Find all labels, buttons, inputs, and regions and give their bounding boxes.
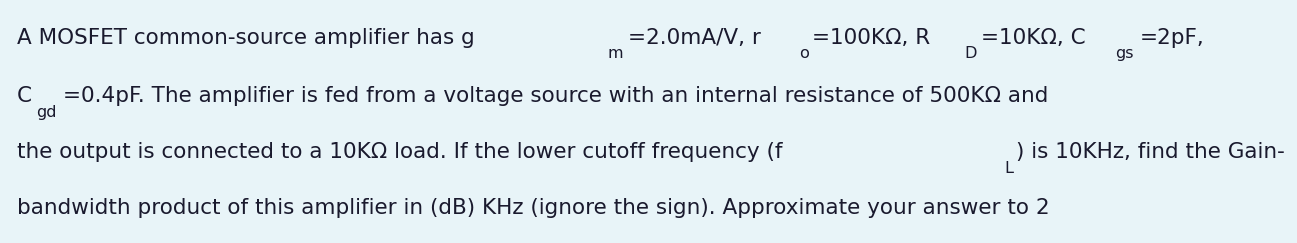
Text: =100KΩ, R: =100KΩ, R (812, 28, 930, 48)
Text: L: L (1005, 161, 1013, 175)
Text: o: o (799, 46, 809, 61)
Text: =2pF,: =2pF, (1140, 28, 1204, 48)
Text: bandwidth product of this amplifier in (dB) KHz (ignore the sign). Approximate y: bandwidth product of this amplifier in (… (17, 198, 1049, 218)
Text: gd: gd (36, 105, 57, 120)
Text: m: m (607, 46, 623, 61)
Text: C: C (17, 86, 32, 106)
Text: gs: gs (1115, 46, 1134, 61)
Text: ) is 10KHz, find the Gain-: ) is 10KHz, find the Gain- (1017, 142, 1285, 162)
Text: D: D (965, 46, 977, 61)
Text: A MOSFET common-source amplifier has g: A MOSFET common-source amplifier has g (17, 28, 475, 48)
Text: =10KΩ, C: =10KΩ, C (981, 28, 1086, 48)
Text: =0.4pF. The amplifier is fed from a voltage source with an internal resistance o: =0.4pF. The amplifier is fed from a volt… (62, 86, 1048, 106)
Text: the output is connected to a 10KΩ load. If the lower cutoff frequency (f: the output is connected to a 10KΩ load. … (17, 142, 782, 162)
Text: =2.0mA/V, r: =2.0mA/V, r (628, 28, 760, 48)
